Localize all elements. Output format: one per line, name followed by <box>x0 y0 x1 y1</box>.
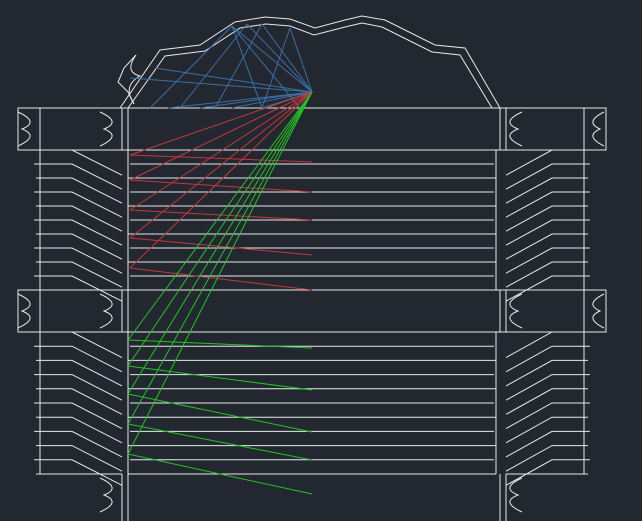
upper-right-buttress <box>505 205 588 232</box>
dome-outer-roof <box>119 15 501 109</box>
dome-ray <box>261 23 313 93</box>
lower-left-buttress <box>36 331 123 359</box>
dome-ray <box>129 77 313 93</box>
upper-right-buttress <box>505 247 590 274</box>
lower-left-buttress <box>36 445 123 472</box>
upper-right-buttress <box>505 261 588 288</box>
dome-ray <box>289 27 313 93</box>
upper-ray-in <box>129 91 313 211</box>
upper-left-buttress <box>34 247 123 274</box>
middle-band-right-scallops <box>509 293 605 329</box>
upper-ray-in <box>129 91 313 181</box>
lower-ray-out <box>127 339 313 349</box>
lower-right-buttress <box>505 416 588 444</box>
lower-ray-out <box>127 393 313 433</box>
dome-left-scallop <box>117 54 137 105</box>
lower-ray-in <box>127 91 313 455</box>
upper-left-buttress <box>34 163 123 190</box>
dome-inner-roof <box>127 22 493 109</box>
dome-ray <box>231 91 313 109</box>
upper-band-left-scallops <box>17 111 113 147</box>
structure-outline <box>17 15 607 521</box>
dome-cross-ray <box>231 25 263 109</box>
lower-left-buttress <box>34 402 123 430</box>
dome-left-scallop-arc <box>128 54 142 105</box>
upper-left-buttress <box>36 233 123 260</box>
upper-ray-set <box>129 91 313 291</box>
lower-right-buttress <box>505 430 590 458</box>
lower-right-buttress <box>505 388 588 415</box>
dome-cross-ray <box>149 25 233 109</box>
upper-ray-out <box>129 267 313 291</box>
upper-right-buttress <box>505 177 588 204</box>
middle-band-left-scallops <box>17 293 113 329</box>
dome-cross-ray <box>231 25 301 109</box>
lower-right-buttress <box>505 459 590 486</box>
dome-ray <box>167 91 313 109</box>
upper-left-buttress <box>36 261 123 288</box>
lower-left-buttress <box>34 345 123 373</box>
lower-left-buttress <box>34 374 123 401</box>
upper-left-buttress <box>36 177 123 204</box>
lower-ray-set <box>127 91 313 495</box>
upper-ray-out <box>129 154 313 163</box>
lower-ray-out <box>127 423 313 461</box>
lower-ray-in <box>127 91 313 425</box>
lower-left-buttress <box>34 430 123 458</box>
bottom-right-scallops <box>509 477 523 513</box>
upper-right-buttress <box>505 219 590 246</box>
upper-left-buttress <box>36 205 123 232</box>
lower-ray-out <box>127 453 313 495</box>
upper-left-buttress <box>36 149 123 176</box>
dome-ray <box>199 91 313 109</box>
upper-left-buttress <box>34 275 123 302</box>
dome-cross-ray <box>179 23 248 109</box>
upper-right-buttress <box>505 233 588 260</box>
lower-right-buttress <box>505 445 588 472</box>
upper-band-right-scallops <box>509 111 605 147</box>
dome-ray <box>154 67 313 93</box>
upper-left-buttress <box>34 219 123 246</box>
lower-right-buttress <box>505 359 588 387</box>
lower-ray-in <box>127 91 313 367</box>
dome-cross-ray <box>214 23 263 109</box>
lower-left-buttress <box>36 359 123 387</box>
dome-cross-ray <box>261 27 291 109</box>
dome-ray-set <box>129 23 313 109</box>
upper-right-buttress <box>505 191 590 218</box>
upper-ray-out <box>129 179 313 193</box>
lower-ray-in <box>127 91 313 395</box>
lower-left-buttress <box>34 459 123 486</box>
lower-left-buttress <box>36 416 123 444</box>
lower-tier-stack <box>34 331 590 486</box>
upper-right-buttress <box>505 149 588 176</box>
upper-right-buttress <box>505 163 590 190</box>
upper-tier-stack <box>34 149 590 302</box>
bottom-left-scallops <box>99 477 113 513</box>
lower-right-buttress <box>505 402 590 429</box>
upper-right-buttress <box>505 275 590 302</box>
lower-right-buttress <box>505 374 590 401</box>
lower-right-buttress <box>505 345 590 373</box>
upper-ray-in <box>129 91 313 269</box>
upper-left-buttress <box>34 191 123 218</box>
dome-ray <box>231 25 313 93</box>
upper-ray-in <box>129 91 313 156</box>
lower-left-buttress <box>36 388 123 415</box>
upper-ray-out <box>129 237 313 256</box>
upper-ray-in <box>129 91 313 239</box>
lower-ray-in <box>127 91 313 341</box>
lower-ray-out <box>127 365 313 391</box>
lower-right-buttress <box>505 331 588 358</box>
